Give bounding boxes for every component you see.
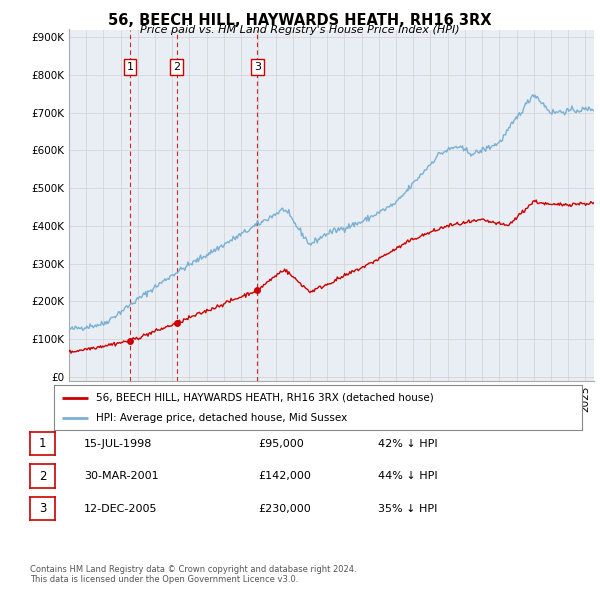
Text: 42% ↓ HPI: 42% ↓ HPI — [378, 439, 437, 448]
Text: 44% ↓ HPI: 44% ↓ HPI — [378, 471, 437, 481]
Text: 2: 2 — [173, 63, 180, 72]
Text: 56, BEECH HILL, HAYWARDS HEATH, RH16 3RX: 56, BEECH HILL, HAYWARDS HEATH, RH16 3RX — [108, 13, 492, 28]
Text: 56, BEECH HILL, HAYWARDS HEATH, RH16 3RX (detached house): 56, BEECH HILL, HAYWARDS HEATH, RH16 3RX… — [96, 393, 434, 402]
Text: 12-DEC-2005: 12-DEC-2005 — [84, 504, 157, 513]
Text: £142,000: £142,000 — [258, 471, 311, 481]
Text: 3: 3 — [39, 502, 46, 515]
Text: Contains HM Land Registry data © Crown copyright and database right 2024.
This d: Contains HM Land Registry data © Crown c… — [30, 565, 356, 584]
Text: 35% ↓ HPI: 35% ↓ HPI — [378, 504, 437, 513]
Text: 30-MAR-2001: 30-MAR-2001 — [84, 471, 158, 481]
Text: £95,000: £95,000 — [258, 439, 304, 448]
Text: HPI: Average price, detached house, Mid Sussex: HPI: Average price, detached house, Mid … — [96, 414, 347, 424]
Text: 2: 2 — [39, 470, 46, 483]
Text: 15-JUL-1998: 15-JUL-1998 — [84, 439, 152, 448]
Text: Price paid vs. HM Land Registry's House Price Index (HPI): Price paid vs. HM Land Registry's House … — [140, 25, 460, 35]
Text: 1: 1 — [127, 63, 133, 72]
Text: 3: 3 — [254, 63, 261, 72]
Text: £230,000: £230,000 — [258, 504, 311, 513]
Text: 1: 1 — [39, 437, 46, 450]
